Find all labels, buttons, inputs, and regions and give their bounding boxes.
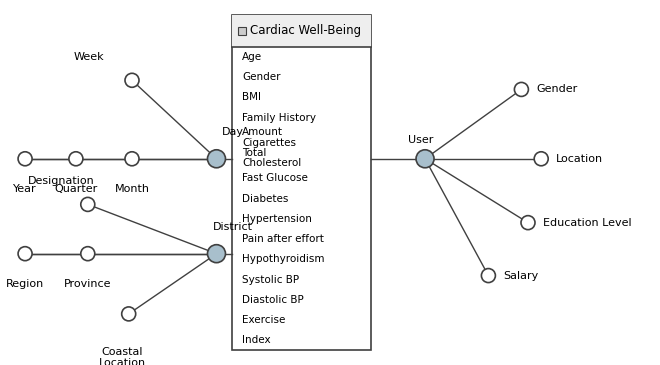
- Text: Hypothyroidism: Hypothyroidism: [242, 254, 325, 264]
- Text: Diastolic BP: Diastolic BP: [242, 295, 304, 305]
- Text: Day: Day: [222, 127, 244, 137]
- Text: Pain after effort: Pain after effort: [242, 234, 324, 244]
- Text: Salary: Salary: [503, 270, 538, 281]
- Ellipse shape: [416, 150, 434, 168]
- Text: Total
Cholesterol: Total Cholesterol: [242, 148, 302, 169]
- Ellipse shape: [514, 82, 529, 96]
- Text: Quarter: Quarter: [54, 184, 98, 194]
- Text: Gender: Gender: [242, 72, 280, 82]
- Text: Week: Week: [74, 52, 104, 62]
- Text: District: District: [213, 222, 253, 232]
- Text: Age: Age: [242, 52, 263, 62]
- Text: BMI: BMI: [242, 92, 261, 102]
- Text: Family History: Family History: [242, 112, 316, 123]
- Text: Education Level: Education Level: [543, 218, 631, 228]
- FancyBboxPatch shape: [232, 15, 371, 350]
- Text: User: User: [409, 135, 434, 145]
- Text: Province: Province: [64, 279, 112, 289]
- Text: Systolic BP: Systolic BP: [242, 274, 300, 285]
- Text: Hypertension: Hypertension: [242, 214, 312, 224]
- Text: Cardiac Well-Being: Cardiac Well-Being: [250, 24, 362, 37]
- Ellipse shape: [521, 216, 535, 230]
- FancyBboxPatch shape: [238, 27, 246, 35]
- Ellipse shape: [81, 247, 95, 261]
- Text: Year: Year: [13, 184, 37, 194]
- Text: Designation: Designation: [28, 176, 95, 186]
- Text: Fast Glucose: Fast Glucose: [242, 173, 308, 183]
- Text: Region: Region: [6, 279, 44, 289]
- Text: Coastal
Location: Coastal Location: [98, 347, 146, 365]
- Ellipse shape: [481, 269, 496, 283]
- Text: Amount
Cigarettes: Amount Cigarettes: [242, 127, 296, 148]
- Text: Index: Index: [242, 335, 271, 345]
- Ellipse shape: [207, 150, 226, 168]
- Text: Location: Location: [556, 154, 603, 164]
- Ellipse shape: [534, 152, 548, 166]
- Ellipse shape: [125, 152, 139, 166]
- Text: Month: Month: [114, 184, 150, 194]
- FancyBboxPatch shape: [232, 15, 371, 47]
- Text: Diabetes: Diabetes: [242, 193, 288, 204]
- Text: Exercise: Exercise: [242, 315, 286, 325]
- Text: Gender: Gender: [536, 84, 577, 95]
- Ellipse shape: [69, 152, 83, 166]
- Ellipse shape: [125, 73, 139, 87]
- Ellipse shape: [18, 247, 32, 261]
- Ellipse shape: [121, 307, 136, 321]
- Ellipse shape: [207, 245, 226, 263]
- Ellipse shape: [18, 152, 32, 166]
- Ellipse shape: [81, 197, 95, 211]
